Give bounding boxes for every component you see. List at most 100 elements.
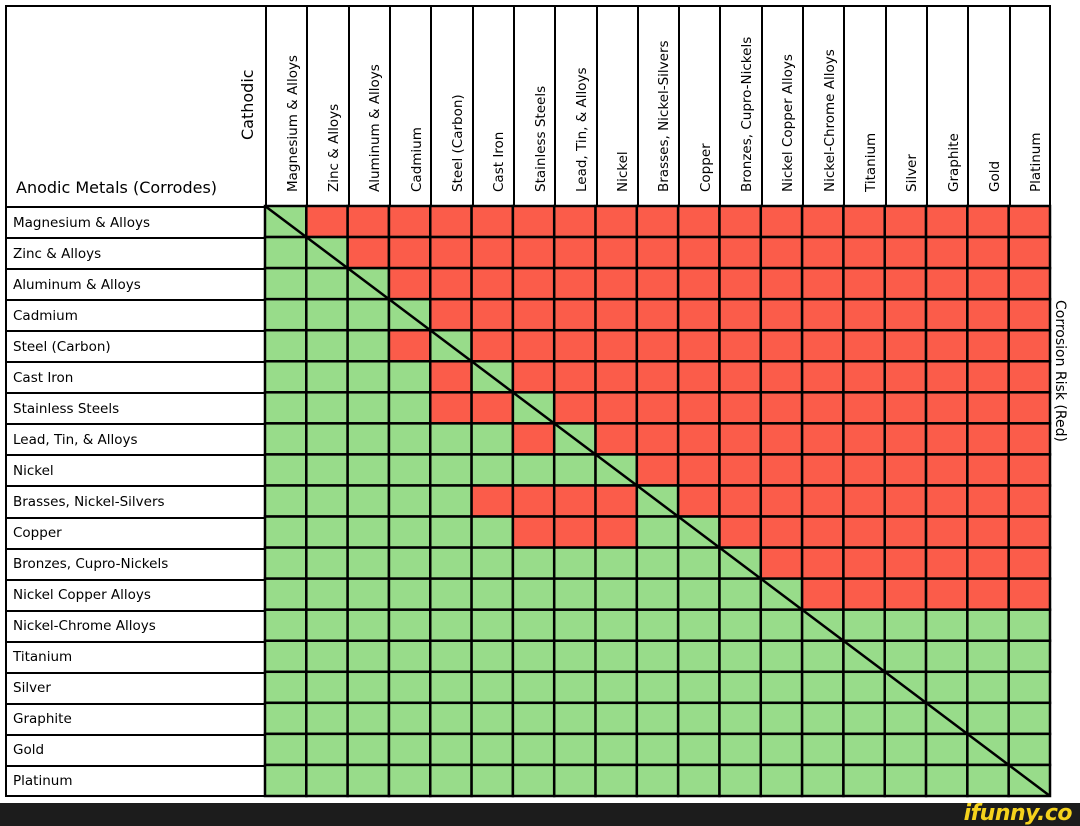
safe-cell	[759, 732, 804, 767]
safe-cell	[594, 577, 639, 611]
chart-frame	[5, 5, 1051, 797]
safe-cell	[263, 297, 308, 332]
column-header: Nickel Copper Alloys	[760, 5, 802, 206]
column-header: Silver	[884, 5, 926, 206]
safe-cell	[429, 422, 473, 456]
column-header: Stainless Steels	[512, 5, 554, 206]
risk-cell	[966, 297, 1010, 332]
safe-cell	[387, 422, 432, 456]
safe-cell	[387, 701, 432, 736]
risk-cell	[429, 266, 473, 301]
safe-cell	[346, 670, 391, 705]
risk-cell	[883, 577, 928, 611]
risk-cell	[594, 266, 639, 301]
risk-cell	[676, 266, 721, 301]
risk-cell	[429, 391, 473, 425]
safe-cell	[511, 763, 556, 798]
safe-cell	[346, 608, 391, 642]
risk-cell	[511, 515, 556, 549]
column-header: Cadmium	[388, 5, 430, 206]
safe-cell	[263, 701, 308, 736]
column-header: Lead, Tin, & Alloys	[554, 5, 595, 206]
diagonal-line	[264, 205, 1051, 797]
column-header: Copper	[678, 5, 719, 206]
safe-cell	[718, 608, 763, 642]
safe-cell	[263, 546, 308, 580]
footer-bar: ifunny.co	[0, 801, 1080, 826]
risk-cell	[924, 297, 969, 332]
risk-cell	[718, 360, 763, 394]
row-label: Cadmium	[5, 299, 265, 330]
safe-cell	[966, 763, 1010, 798]
risk-cell	[842, 577, 886, 611]
risk-cell	[924, 484, 969, 518]
galvanic-corrosion-chart: Cathodic Anodic Metals (Corrodes) Magnes…	[5, 5, 1068, 798]
risk-cell	[1007, 360, 1052, 394]
safe-cell	[635, 639, 680, 674]
safe-cell	[429, 577, 473, 611]
column-header: Aluminum & Alloys	[347, 5, 389, 206]
row-label: Aluminum & Alloys	[5, 268, 265, 299]
safe-cell	[552, 546, 597, 580]
row-label: Stainless Steels	[5, 392, 265, 423]
safe-cell	[429, 546, 473, 580]
risk-cell	[1007, 328, 1052, 363]
row-label: Lead, Tin, & Alloys	[5, 423, 265, 454]
column-header: Zinc & Alloys	[306, 5, 347, 206]
risk-cell	[966, 422, 1010, 456]
risk-cell	[635, 391, 680, 425]
risk-cell	[883, 422, 928, 456]
row-label: Brasses, Nickel-Silvers	[5, 485, 265, 516]
risk-cell	[511, 484, 556, 518]
row-label: Copper	[5, 516, 265, 548]
safe-cell	[346, 453, 391, 487]
row-label: Steel (Carbon)	[5, 330, 265, 361]
risk-cell	[429, 235, 473, 270]
row-label: Cast Iron	[5, 361, 265, 392]
safe-cell	[966, 608, 1010, 642]
column-header: Bronzes, Cupro-Nickels	[719, 5, 760, 206]
safe-cell	[429, 732, 473, 767]
column-header: Cast Iron	[471, 5, 513, 206]
safe-cell	[676, 732, 721, 767]
safe-cell	[346, 297, 391, 332]
safe-cell	[800, 763, 845, 798]
column-header: Brasses, Nickel-Silvers	[636, 5, 678, 206]
risk-cell	[842, 297, 886, 332]
risk-cell	[1007, 422, 1052, 456]
row-label: Gold	[5, 733, 265, 765]
row-label: Zinc & Alloys	[5, 237, 265, 268]
risk-cell	[800, 360, 845, 394]
safe-cell	[263, 484, 308, 518]
watermark-logo: ifunny.co	[963, 801, 1073, 826]
safe-cell	[346, 391, 391, 425]
safe-cell	[966, 670, 1010, 705]
risk-cell	[635, 204, 680, 239]
safe-cell	[470, 701, 515, 736]
risk-cell	[429, 297, 473, 332]
safe-cell	[635, 670, 680, 705]
risk-cell	[1007, 453, 1052, 487]
safe-cell	[635, 732, 680, 767]
safe-cell	[511, 732, 556, 767]
risk-cell	[1007, 235, 1052, 270]
safe-cell	[470, 732, 515, 767]
row-label: Graphite	[5, 702, 265, 734]
column-header: Graphite	[926, 5, 967, 206]
safe-cell	[305, 422, 349, 456]
row-label: Bronzes, Cupro-Nickels	[5, 547, 265, 579]
safe-cell	[1007, 608, 1052, 642]
safe-cell	[305, 360, 349, 394]
safe-cell	[842, 670, 886, 705]
column-header: Steel (Carbon)	[430, 5, 471, 206]
risk-cell	[594, 235, 639, 270]
risk-cell	[470, 235, 515, 270]
risk-cell	[966, 453, 1010, 487]
risk-cell	[800, 266, 845, 301]
safe-cell	[552, 763, 597, 798]
row-label: Nickel	[5, 454, 265, 485]
risk-cell	[594, 484, 639, 518]
column-header: Gold	[967, 5, 1008, 206]
column-header: Magnesium & Alloys	[265, 5, 306, 206]
risk-grid	[263, 204, 1052, 798]
